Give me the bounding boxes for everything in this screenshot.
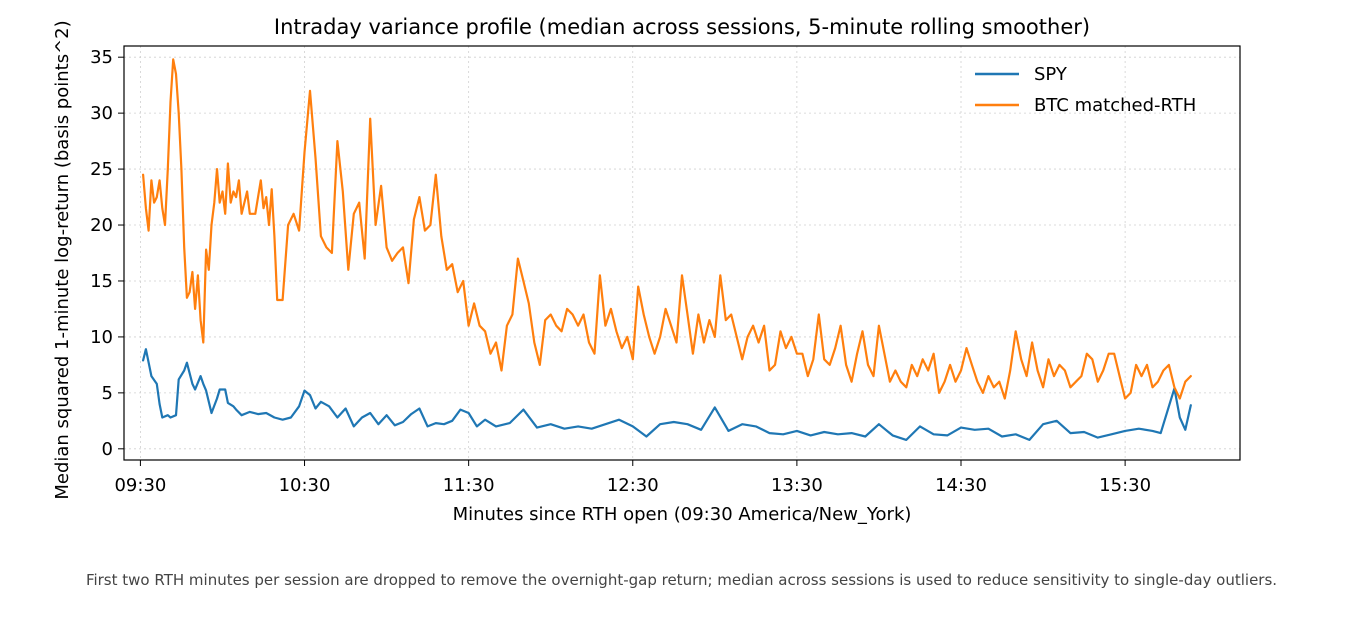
legend-label: BTC matched-RTH (1034, 95, 1196, 116)
y-tick-label: 30 (90, 103, 113, 124)
x-tick-label: 14:30 (935, 475, 987, 496)
x-tick-label: 13:30 (771, 475, 823, 496)
axis-ticks: 09:30 10:30 11:30 12:30 13:30 14:30 15:30 0 5 10 1… (90, 47, 1151, 496)
x-tick-label: 10:30 (279, 475, 331, 496)
plot-area-frame (123, 45, 1241, 461)
legend-label: SPY (1034, 64, 1068, 85)
series-lines (142, 58, 1192, 441)
x-tick-label: 15:30 (1099, 475, 1151, 496)
chart-title: Intraday variance profile (median across… (274, 15, 1090, 39)
x-axis-label: Minutes since RTH open (09:30 America/Ne… (453, 504, 912, 525)
grid-lines (124, 46, 1240, 460)
y-tick-label: 15 (90, 271, 113, 292)
y-tick-label: 20 (90, 215, 113, 236)
y-tick-label: 10 (90, 327, 113, 348)
y-tick-label: 25 (90, 159, 113, 180)
y-tick-label: 5 (102, 383, 113, 404)
x-tick-label: 12:30 (607, 475, 659, 496)
x-tick-label: 11:30 (443, 475, 495, 496)
y-axis-label: Median squared 1-minute log-return (basi… (52, 20, 73, 499)
legend: SPY BTC matched-RTH (975, 64, 1196, 116)
series-line-spy (142, 348, 1192, 441)
x-tick-label: 09:30 (114, 475, 166, 496)
figure-caption: First two RTH minutes per session are dr… (85, 571, 1278, 589)
y-tick-label: 35 (90, 47, 113, 68)
series-line-btc-matched-rth (142, 58, 1192, 400)
y-tick-label: 0 (102, 439, 113, 460)
